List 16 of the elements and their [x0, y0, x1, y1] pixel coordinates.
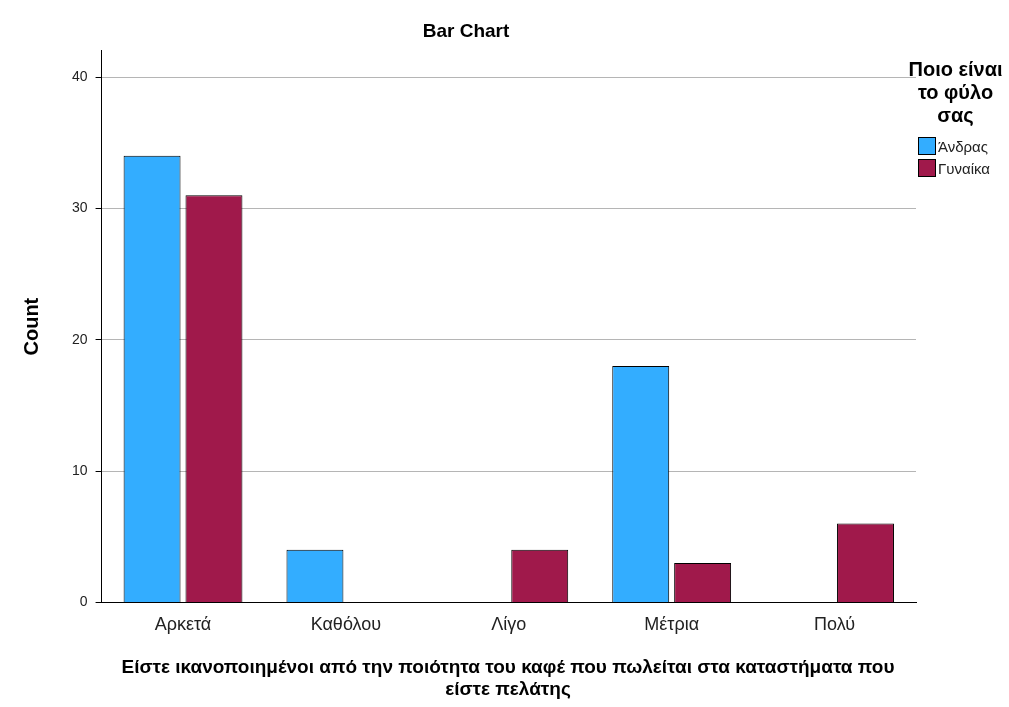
y-tick-label: 10	[71, 461, 88, 478]
y-tick-label: 0	[79, 593, 88, 610]
x-tick-label: Καθόλου	[310, 614, 382, 635]
y-tick-label: 20	[71, 330, 88, 347]
x-tick-label: Πολύ	[814, 614, 856, 635]
x-tick-label: Λίγο	[491, 614, 527, 635]
chart-title: Bar Chart	[422, 19, 510, 41]
x-tick-label: Μέτρια	[644, 614, 700, 635]
x-tick-label: Αρκετά	[154, 614, 212, 635]
x-axis-title: Είστε ικανοποιημένοι από την ποιότητα του καφέ που πωλείται στα καταστήματα που είστε πελάτης	[120, 656, 896, 700]
legend-title: Ποιο είναι το φύλο σας	[908, 58, 1003, 127]
y-tick-label: 30	[71, 199, 88, 216]
y-tick-label: 40	[71, 67, 88, 84]
legend-label: Άνδρας	[938, 137, 989, 155]
legend-label: Γυναίκα	[938, 159, 990, 177]
y-axis-title: Count	[19, 297, 42, 356]
